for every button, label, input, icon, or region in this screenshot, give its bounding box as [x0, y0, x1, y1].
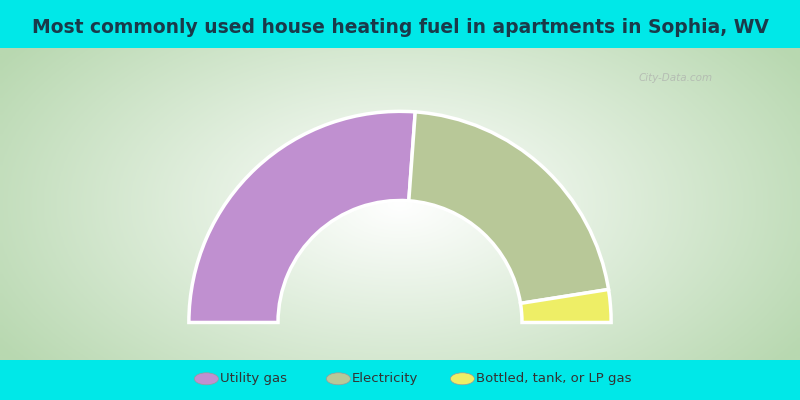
Text: City-Data.com: City-Data.com	[639, 73, 713, 83]
Wedge shape	[189, 111, 415, 322]
Text: Bottled, tank, or LP gas: Bottled, tank, or LP gas	[476, 372, 631, 385]
Text: Most commonly used house heating fuel in apartments in Sophia, WV: Most commonly used house heating fuel in…	[31, 18, 769, 37]
Text: Utility gas: Utility gas	[220, 372, 287, 385]
Wedge shape	[521, 290, 611, 322]
Wedge shape	[409, 112, 609, 303]
Text: Electricity: Electricity	[352, 372, 418, 385]
